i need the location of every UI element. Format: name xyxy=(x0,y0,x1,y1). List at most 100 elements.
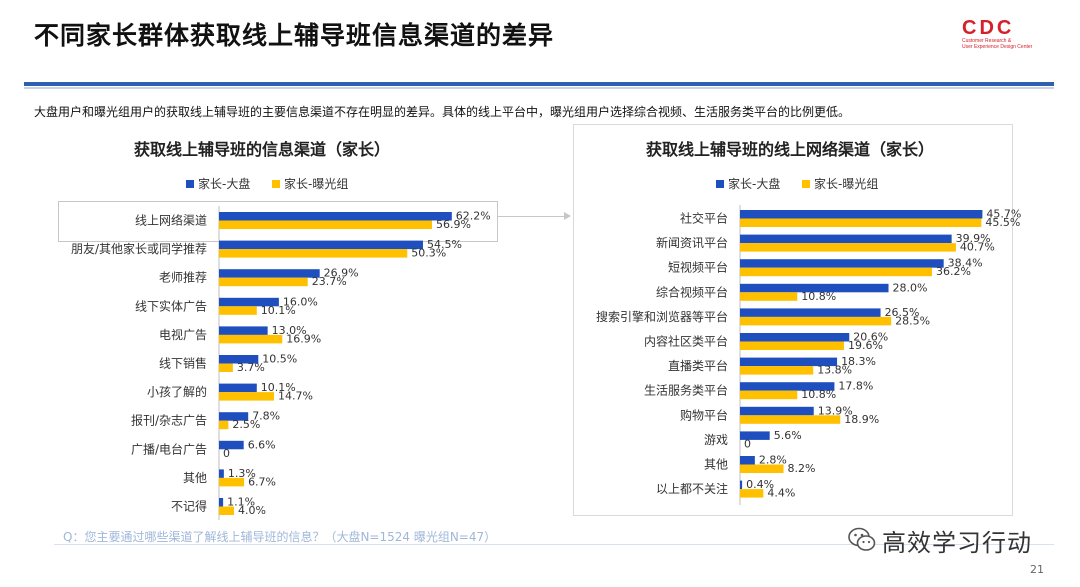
chart-title: 获取线上辅导班的信息渠道（家长） xyxy=(134,140,390,159)
page-number: 21 xyxy=(1030,563,1044,576)
category-label: 内容社区类平台 xyxy=(644,334,728,349)
data-label-series-2: 10.1% xyxy=(261,304,296,317)
bar-series-1 xyxy=(740,333,850,342)
data-label-series-2: 10.8% xyxy=(801,388,836,401)
data-label-series-2: 14.7% xyxy=(278,390,313,403)
bar-series-1 xyxy=(740,357,838,367)
bar-series-2 xyxy=(740,390,798,400)
legend-swatch-series-1 xyxy=(186,180,194,188)
category-label: 报刊/杂志广告 xyxy=(131,413,207,428)
data-label-series-1: 7.8% xyxy=(252,410,280,423)
survey-question-footnote: Q：您主要通过哪些渠道了解线上辅导班的信息？（大盘N=1524 曝光组N=47） xyxy=(63,530,497,544)
bar-series-1 xyxy=(219,297,279,307)
data-label-series-1: 20.6% xyxy=(853,331,888,344)
bar-series-1 xyxy=(740,283,889,293)
category-label: 广播/电台广告 xyxy=(131,441,207,456)
category-label: 线下销售 xyxy=(159,356,207,371)
watermark-text: 高效学习行动 xyxy=(882,528,1032,557)
bar-series-1 xyxy=(740,382,835,391)
data-label-series-1: 26.5% xyxy=(885,306,920,319)
wechat-icon xyxy=(848,527,876,551)
bar-series-1 xyxy=(219,240,423,250)
footnote-divider xyxy=(54,544,1054,545)
data-label-series-1: 10.5% xyxy=(262,353,297,366)
legend-swatch-series-1 xyxy=(716,180,724,188)
category-label: 综合视频平台 xyxy=(656,284,728,299)
page-title: 不同家长群体获取线上辅导班信息渠道的差异 xyxy=(34,21,555,50)
bar-series-2 xyxy=(740,415,841,424)
data-label-series-1: 2.8% xyxy=(759,454,787,467)
bar-series-2 xyxy=(740,366,814,375)
bar-series-2 xyxy=(740,341,844,350)
bar-series-2 xyxy=(740,316,892,326)
bar-series-2 xyxy=(740,292,798,301)
connector-line xyxy=(498,216,564,217)
bar-series-2 xyxy=(219,220,432,229)
data-label-series-2: 4.0% xyxy=(238,504,266,517)
data-label-series-2: 0 xyxy=(223,447,230,460)
bar-series-2 xyxy=(219,477,245,487)
bar-series-1 xyxy=(219,326,268,335)
right-chart-panel xyxy=(573,124,1013,516)
data-label-series-1: 38.4% xyxy=(948,257,983,270)
data-label-series-2: 13.8% xyxy=(817,364,852,377)
category-label: 朋友/其他家长或同学推荐 xyxy=(71,241,207,256)
bar-series-1 xyxy=(219,440,244,450)
category-label: 生活服务类平台 xyxy=(644,383,728,398)
bar-series-2 xyxy=(219,392,275,401)
data-label-series-2: 23.7% xyxy=(312,275,347,288)
data-label-series-2: 50.3% xyxy=(411,247,446,260)
bar-series-1 xyxy=(219,383,257,393)
data-label-series-2: 18.9% xyxy=(844,413,879,426)
data-label-series-2: 3.7% xyxy=(237,361,265,374)
bar-series-1 xyxy=(219,355,259,364)
category-label: 新闻资讯平台 xyxy=(656,235,728,250)
data-label-series-2: 10.8% xyxy=(801,290,836,303)
bar-series-1 xyxy=(219,498,224,507)
data-label-series-2: 16.9% xyxy=(286,332,321,345)
category-label: 搜索引擎和浏览器等平台 xyxy=(596,309,728,324)
bar-series-2 xyxy=(219,306,257,315)
data-label-series-2: 6.7% xyxy=(248,475,276,488)
bar-series-2 xyxy=(219,420,229,430)
legend-label-series-2: 家长-曝光组 xyxy=(814,176,878,191)
data-label-series-1: 26.9% xyxy=(324,267,359,280)
data-label-series-1: 16.0% xyxy=(283,295,318,308)
cdc-logo: CDC Customer Research & User Experience … xyxy=(962,18,1048,56)
bar-series-1 xyxy=(740,234,952,244)
header-divider-shadow xyxy=(24,87,1054,89)
bar-series-1 xyxy=(740,431,770,440)
bar-series-2 xyxy=(219,363,233,372)
bar-series-1 xyxy=(740,480,743,490)
data-label-series-1: 10.1% xyxy=(261,381,296,394)
data-label-series-1: 5.6% xyxy=(774,429,802,442)
data-label-series-1: 0.4% xyxy=(746,478,774,491)
legend-label-series-1: 家长-大盘 xyxy=(198,176,250,191)
summary-text: 大盘用户和曝光组用户的获取线上辅导班的主要信息渠道不存在明显的差异。具体的线上平… xyxy=(34,105,851,119)
bar-series-2 xyxy=(740,218,982,227)
category-label: 电视广告 xyxy=(159,327,207,342)
data-label-series-1: 18.3% xyxy=(841,355,876,368)
category-label: 社交平台 xyxy=(680,211,728,226)
logo-subtitle-1: Customer Research & xyxy=(962,38,1012,44)
logo-subtitle-2: User Experience Design Center xyxy=(962,44,1033,50)
logo-text: CDC xyxy=(962,17,1015,39)
bar-series-1 xyxy=(219,469,224,478)
legend-label-series-1: 家长-大盘 xyxy=(728,176,780,191)
legend-swatch-series-2 xyxy=(802,180,810,188)
data-label-series-1: 17.8% xyxy=(838,380,873,393)
bar-series-1 xyxy=(740,406,814,416)
bar-series-1 xyxy=(219,212,452,221)
data-label-series-2: 40.7% xyxy=(960,241,995,254)
bar-series-1 xyxy=(219,269,320,278)
category-label: 购物平台 xyxy=(680,407,728,422)
bar-series-2 xyxy=(740,489,764,498)
data-label-series-1: 54.5% xyxy=(427,238,462,251)
connector-arrow-icon xyxy=(564,212,571,220)
bar-series-2 xyxy=(219,277,308,287)
legend-label-series-2: 家长-曝光组 xyxy=(284,176,348,191)
bar-series-1 xyxy=(740,259,944,268)
data-label-series-1: 45.7% xyxy=(986,208,1021,221)
data-label-series-1: 1.1% xyxy=(227,496,255,509)
